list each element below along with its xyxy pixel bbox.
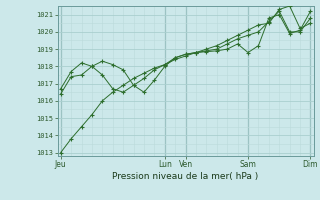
X-axis label: Pression niveau de la mer( hPa ): Pression niveau de la mer( hPa ): [112, 172, 259, 181]
